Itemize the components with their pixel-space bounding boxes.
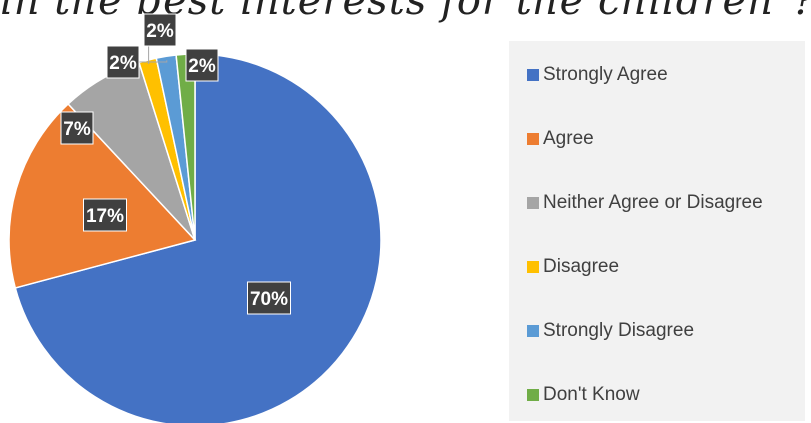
legend-swatch [527,197,539,209]
data-label-neither: 7% [61,112,93,144]
legend-item-strongly-disagree: Strongly Disagree [527,320,694,342]
data-label-text: 2% [109,53,137,74]
legend-item-neither: Neither Agree or Disagree [527,192,763,214]
data-label-text: 17% [86,206,124,227]
legend-swatch [527,389,539,401]
legend-item-strongly-agree: Strongly Agree [527,64,668,86]
legend-item-dont-know: Don't Know [527,384,640,406]
legend-label: Disagree [543,256,619,278]
data-label-strongly-agree: 70% [248,282,291,314]
data-label-text: 2% [146,21,174,42]
pie-slices [9,54,381,423]
legend: Strongly Agree Agree Neither Agree or Di… [509,41,805,421]
legend-item-agree: Agree [527,128,594,150]
legend-label: Strongly Agree [543,64,668,86]
data-label-dont-know: 2% [186,49,218,81]
legend-label: Agree [543,128,594,150]
legend-swatch [527,133,539,145]
legend-swatch [527,325,539,337]
legend-label: Strongly Disagree [543,320,694,342]
legend-item-disagree: Disagree [527,256,619,278]
legend-label: Don't Know [543,384,640,406]
data-label-text: 2% [188,56,216,77]
data-label-text: 7% [63,119,91,140]
data-label-text: 70% [250,289,288,310]
legend-swatch [527,261,539,273]
data-label-agree: 17% [84,199,127,231]
data-label-disagree: 2% [144,14,176,46]
legend-label: Neither Agree or Disagree [543,192,763,214]
legend-swatch [527,69,539,81]
data-label-strongly-disagree: 2% [107,46,139,78]
